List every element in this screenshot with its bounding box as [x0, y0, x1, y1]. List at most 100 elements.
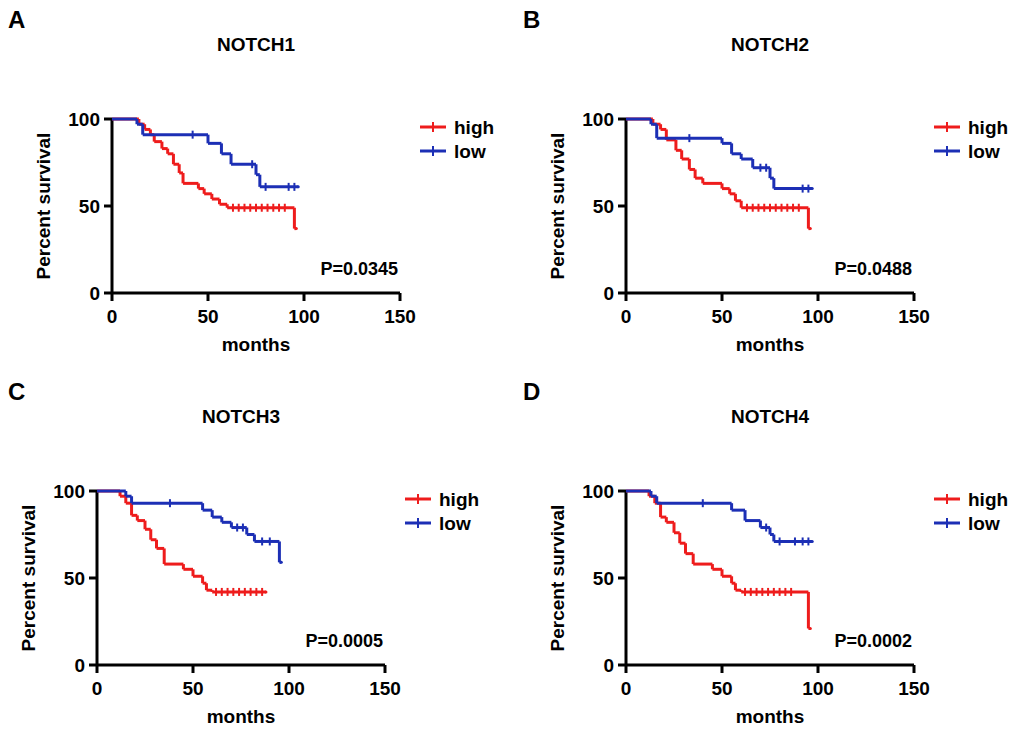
- censor-tick: [288, 183, 290, 191]
- censor-tick: [802, 537, 804, 545]
- survival-drop: [744, 510, 747, 520]
- y-tick-label: 50: [593, 196, 614, 217]
- x-tick: [207, 293, 210, 301]
- survival-drop: [807, 208, 810, 229]
- y-tick-label: 50: [64, 568, 85, 589]
- y-tick-label: 100: [582, 109, 614, 130]
- legend-label: high: [454, 117, 494, 138]
- x-axis: [626, 664, 914, 667]
- censor-tick: [238, 204, 240, 212]
- survival-drop: [678, 533, 681, 543]
- y-tick-label: 50: [593, 568, 614, 589]
- x-tick: [913, 665, 916, 673]
- survival-step: [143, 133, 208, 136]
- x-tick: [303, 293, 306, 301]
- x-tick: [625, 293, 628, 301]
- panel: CNOTCH3050100050100150monthsPercent surv…: [8, 378, 479, 727]
- censor-tick: [232, 588, 234, 596]
- censor-tick: [750, 588, 752, 596]
- censor-tick: [744, 588, 746, 596]
- title: NOTCH2: [731, 34, 809, 55]
- censor-tick: [765, 524, 767, 532]
- censor-tick: [807, 537, 809, 545]
- survival-drop: [730, 143, 733, 153]
- censor-tick: [261, 537, 263, 545]
- x-tick-label: 0: [107, 306, 118, 327]
- censor-tick: [798, 204, 800, 212]
- x-tick-label: 150: [369, 678, 401, 699]
- censor-tick: [794, 537, 796, 545]
- x-tick-label: 100: [802, 678, 834, 699]
- survival-end: [264, 590, 267, 593]
- survival-step: [97, 490, 126, 493]
- censor-tick: [807, 185, 809, 193]
- x-tick: [721, 293, 724, 301]
- x-axis: [626, 292, 914, 295]
- survival-step: [774, 187, 812, 190]
- series: [626, 491, 812, 630]
- legend-swatch-tick: [417, 518, 419, 528]
- censor-tick: [192, 131, 194, 139]
- panel: BNOTCH2050100050100150monthsPercent surv…: [523, 6, 1008, 355]
- survival-drop: [659, 503, 662, 517]
- y-tick-label: 0: [89, 283, 100, 304]
- y-tick-label: 100: [53, 481, 85, 502]
- legend-swatch-tick: [417, 494, 419, 504]
- survival-drop: [674, 140, 677, 150]
- series: [112, 119, 300, 191]
- p-value: P=0.0005: [305, 631, 383, 651]
- panel-label: C: [8, 378, 25, 405]
- y-tick: [104, 205, 112, 208]
- survival-step: [626, 118, 653, 121]
- x-tick-label: 150: [898, 306, 930, 327]
- survival-drop: [130, 503, 133, 515]
- x-tick-label: 150: [898, 678, 930, 699]
- censor-tick: [779, 588, 781, 596]
- y-tick-label: 0: [74, 655, 85, 676]
- censor-tick: [784, 588, 786, 596]
- x-axis-label: months: [736, 706, 805, 727]
- x-axis-label: months: [222, 334, 291, 355]
- x-tick-label: 100: [802, 306, 834, 327]
- censor-tick: [756, 588, 758, 596]
- y-tick: [618, 205, 626, 208]
- x-axis-label: months: [207, 706, 276, 727]
- censor-tick: [255, 204, 257, 212]
- legend-swatch-tick: [946, 122, 948, 132]
- x-tick-label: 0: [621, 306, 632, 327]
- legend-label: high: [968, 489, 1008, 510]
- censor-tick: [261, 204, 263, 212]
- series: [112, 119, 298, 230]
- censor-tick: [688, 134, 690, 142]
- survival-drop: [673, 522, 676, 532]
- censor-tick: [779, 537, 781, 545]
- censor-tick: [243, 204, 245, 212]
- censor-tick: [232, 204, 234, 212]
- p-value: P=0.0345: [320, 259, 398, 279]
- survival-end: [809, 627, 812, 630]
- x-tick: [384, 665, 387, 673]
- survival-end: [295, 227, 298, 230]
- survival-step: [735, 589, 741, 592]
- survival-step: [703, 182, 722, 185]
- survival-end: [809, 227, 812, 230]
- censor-tick: [215, 588, 217, 596]
- survival-drop: [255, 164, 258, 174]
- survival-drop: [230, 154, 233, 164]
- legend-label: low: [968, 513, 1000, 534]
- censor-tick: [773, 588, 775, 596]
- survival-step: [626, 490, 651, 493]
- y-axis-label: Percent survival: [33, 133, 54, 280]
- survival-drop: [182, 173, 185, 183]
- y-tick: [89, 577, 97, 580]
- survival-step: [112, 118, 139, 121]
- survival-drop: [655, 124, 658, 138]
- survival-step: [745, 519, 760, 522]
- censor-tick: [249, 204, 251, 212]
- survival-step: [206, 589, 212, 592]
- panel-label: D: [523, 378, 540, 405]
- censor-tick: [250, 588, 252, 596]
- censor-tick: [757, 204, 759, 212]
- survival-step: [231, 526, 246, 529]
- censor-tick: [261, 588, 263, 596]
